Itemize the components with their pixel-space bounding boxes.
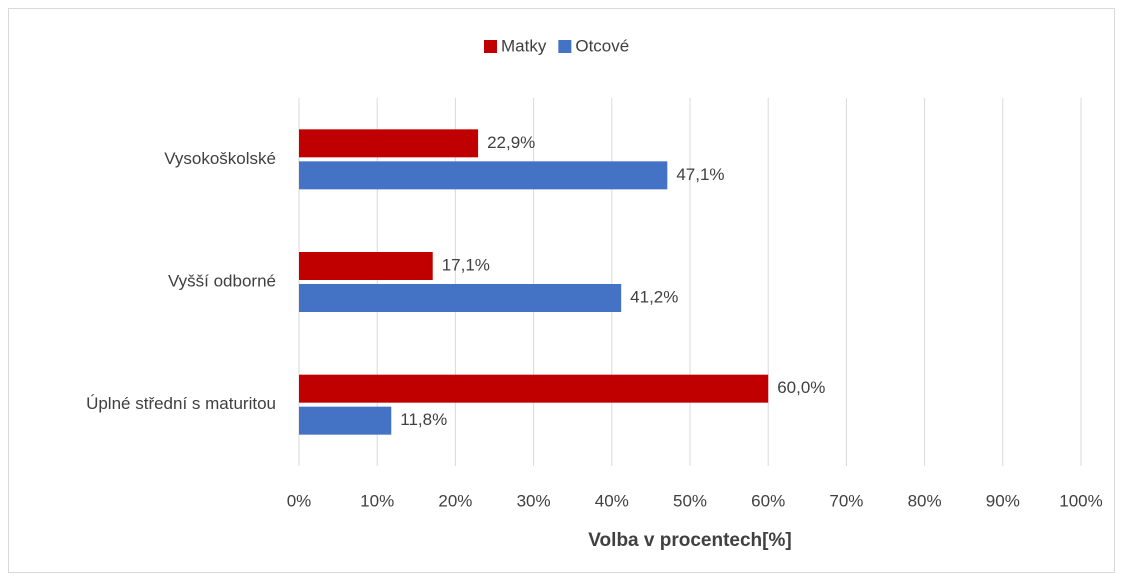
bar (299, 374, 769, 403)
y-tick-label: Vyšší odborné (168, 271, 276, 290)
bar (299, 252, 433, 280)
value-label: 11,8% (400, 410, 447, 429)
y-tick-label: Vysokoškolské (164, 149, 276, 168)
bar (299, 129, 479, 158)
x-tick-label: 100% (1059, 491, 1102, 510)
value-label: 17,1% (442, 255, 490, 274)
value-label: 22,9% (487, 133, 535, 152)
legend-label: Matky (501, 36, 547, 55)
x-tick-label: 30% (517, 491, 551, 510)
bar (299, 161, 668, 190)
value-label: 41,2% (630, 287, 678, 306)
legend-swatch (558, 40, 572, 53)
x-axis-label: Volba v procentech[%] (588, 530, 791, 551)
value-label: 47,1% (676, 165, 724, 184)
x-tick-label: 90% (986, 491, 1020, 510)
x-tick-label: 70% (829, 491, 863, 510)
x-tick-label: 0% (287, 491, 312, 510)
legend-label: Otcové (575, 36, 629, 55)
x-tick-label: 40% (595, 491, 629, 510)
bar (299, 284, 622, 312)
x-tick-label: 60% (751, 491, 785, 510)
x-tick-label: 80% (908, 491, 942, 510)
x-tick-label: 10% (360, 491, 394, 510)
legend-swatch (484, 40, 497, 53)
bar (299, 406, 392, 435)
x-tick-label: 50% (673, 491, 707, 510)
y-tick-label: Úplné střední s maturitou (86, 394, 276, 413)
x-tick-label: 20% (438, 491, 472, 510)
value-label: 60,0% (777, 378, 825, 397)
